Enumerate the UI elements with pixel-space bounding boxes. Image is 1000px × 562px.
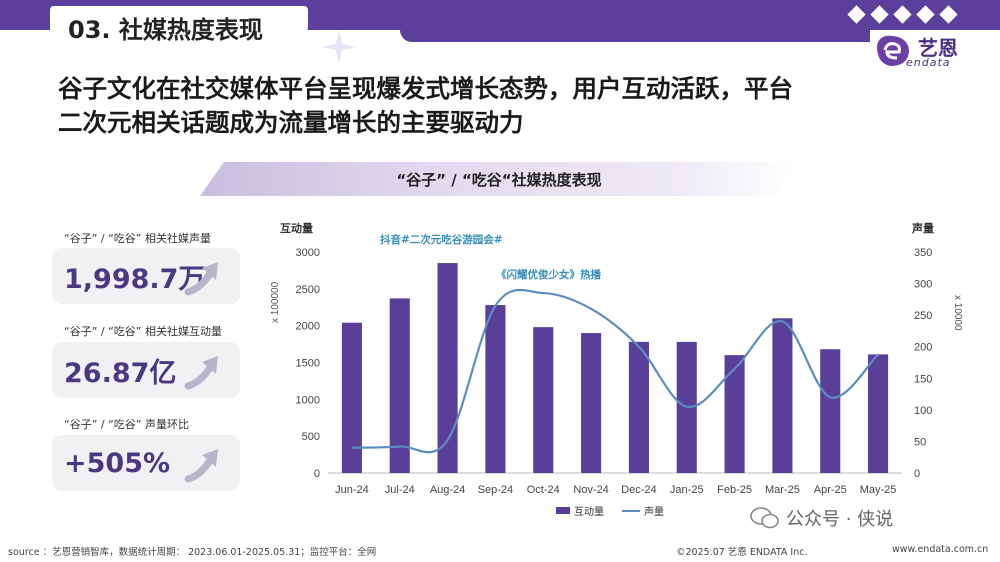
kpi-value-volume: 1,998.7万	[64, 263, 206, 295]
right-axis-unit: x 10000	[952, 295, 963, 331]
trend-up-icon	[184, 356, 218, 390]
legend-label-line: 声量	[644, 505, 664, 518]
logo-name: 艺恩	[918, 36, 958, 60]
annotation-drama: 《闪耀优俊少女》热播	[496, 268, 601, 281]
trend-up-icon	[184, 262, 218, 296]
x-axis-tick-label: Feb-25	[717, 484, 752, 496]
right-axis-tick-label: 150	[914, 373, 932, 385]
wechat-account: 公众号 · 侠说	[786, 509, 894, 530]
chart-legend: 互动量 声量	[556, 505, 664, 518]
bar	[581, 333, 602, 473]
x-axis-tick-label: Jul-24	[385, 484, 415, 496]
left-axis-tick-label: 1000	[296, 394, 320, 406]
top-banner-curve	[400, 30, 870, 42]
chart-subtitle: “谷子” / “吃谷“社媒热度表现	[396, 170, 602, 189]
right-axis-tick-label: 50	[914, 436, 926, 448]
bar	[820, 349, 841, 473]
headline-line-2: 二次元相关话题成为流量增长的主要驱动力	[58, 108, 524, 137]
left-axis-tick-label: 2000	[296, 321, 320, 333]
series-line	[351, 288, 879, 454]
left-axis-tick-label: 3000	[296, 247, 320, 259]
left-axis-title: 互动量	[280, 221, 313, 235]
endata-logo-icon	[877, 35, 909, 66]
right-axis-tick-label: 250	[914, 310, 932, 322]
right-axis-tick-label: 350	[914, 247, 932, 259]
right-axis-tick-label: 200	[914, 342, 932, 354]
kpi-value-interaction: 26.87亿	[64, 357, 177, 389]
x-axis-tick-label: Jan-25	[670, 484, 704, 496]
chart-subtitle-bar: “谷子” / “吃谷“社媒热度表现	[200, 162, 798, 196]
sparkle-icon	[322, 30, 356, 64]
bar	[437, 263, 458, 473]
diamond-icon	[893, 5, 912, 24]
bar	[868, 354, 889, 473]
bar	[628, 341, 649, 473]
decorative-diamonds	[847, 5, 958, 24]
trend-up-icon	[184, 449, 218, 483]
kpi-label-volume: “谷子” / “吃谷” 相关社媒声量	[64, 232, 211, 245]
bar	[724, 355, 745, 473]
wechat-icon	[750, 507, 779, 529]
right-axis-tick-label: 300	[914, 279, 932, 291]
x-axis-tick-label: Sep-24	[478, 484, 513, 496]
diamond-icon	[870, 5, 889, 24]
section-title: 03. 社媒热度表现	[50, 6, 308, 48]
website-link: www.endata.com.cn	[892, 544, 989, 555]
right-axis-tick-label: 100	[914, 405, 932, 417]
left-axis-tick-label: 1500	[296, 358, 320, 370]
x-axis-tick-label: Jun-24	[335, 484, 369, 496]
diamond-icon	[847, 5, 866, 24]
headline-line-1: 谷子文化在社交媒体平台呈现爆发式增长态势，用户互动活跃，平台	[58, 74, 793, 103]
kpi-label-growth: “谷子” / “吃谷” 声量环比	[64, 418, 189, 431]
kpi-card-growth: +505%	[52, 435, 240, 491]
right-axis-title: 声量	[911, 221, 934, 235]
legend-swatch-bar	[556, 507, 570, 514]
bar	[485, 305, 506, 473]
diamond-icon	[939, 5, 958, 24]
right-axis-tick-label: 0	[914, 468, 920, 480]
diamond-icon	[916, 5, 935, 24]
source-note: source ：艺恩营销智库，数据统计周期： 2023.06.01-2025.0…	[8, 547, 377, 558]
combo-chart: 0 500 1000 1500 2000 2500 3000 0 50 100 150 200 250 3…	[270, 221, 963, 518]
left-axis-tick-label: 0	[314, 468, 320, 480]
bar	[341, 322, 362, 473]
bar	[389, 298, 410, 473]
x-axis-tick-label: Apr-25	[814, 484, 847, 496]
x-axis-tick-label: Oct-24	[527, 484, 560, 496]
logo-subtitle: endata	[906, 56, 951, 69]
bar	[533, 327, 554, 473]
left-axis-tick-label: 2500	[296, 284, 320, 296]
x-axis-tick-label: Aug-24	[430, 484, 465, 496]
x-axis-tick-label: Mar-25	[765, 484, 800, 496]
kpi-value-growth: +505%	[64, 447, 171, 479]
page-headline: 谷子文化在社交媒体平台呈现爆发式增长态势，用户互动活跃，平台 二次元相关话题成为…	[58, 72, 958, 140]
annotation-douyin: 抖音#二次元吃谷游园会#	[380, 233, 503, 246]
x-axis-tick-label: Nov-24	[573, 484, 608, 496]
x-axis-tick-label: Dec-24	[621, 484, 656, 496]
legend-label-bar: 互动量	[574, 506, 604, 518]
left-axis-tick-label: 500	[302, 431, 320, 443]
x-axis-tick-label: May-25	[860, 484, 897, 496]
copyright: ©2025.07 艺恩 ENDATA Inc.	[676, 547, 808, 558]
bar	[772, 318, 793, 473]
wechat-watermark: 公众号 · 侠说	[750, 505, 893, 531]
kpi-card-interaction: 26.87亿	[52, 342, 240, 398]
kpi-label-interaction: “谷子” / “吃谷” 相关社媒互动量	[64, 325, 222, 338]
kpi-card-volume: 1,998.7万	[52, 248, 240, 304]
left-axis-unit: x 100000	[270, 281, 281, 323]
